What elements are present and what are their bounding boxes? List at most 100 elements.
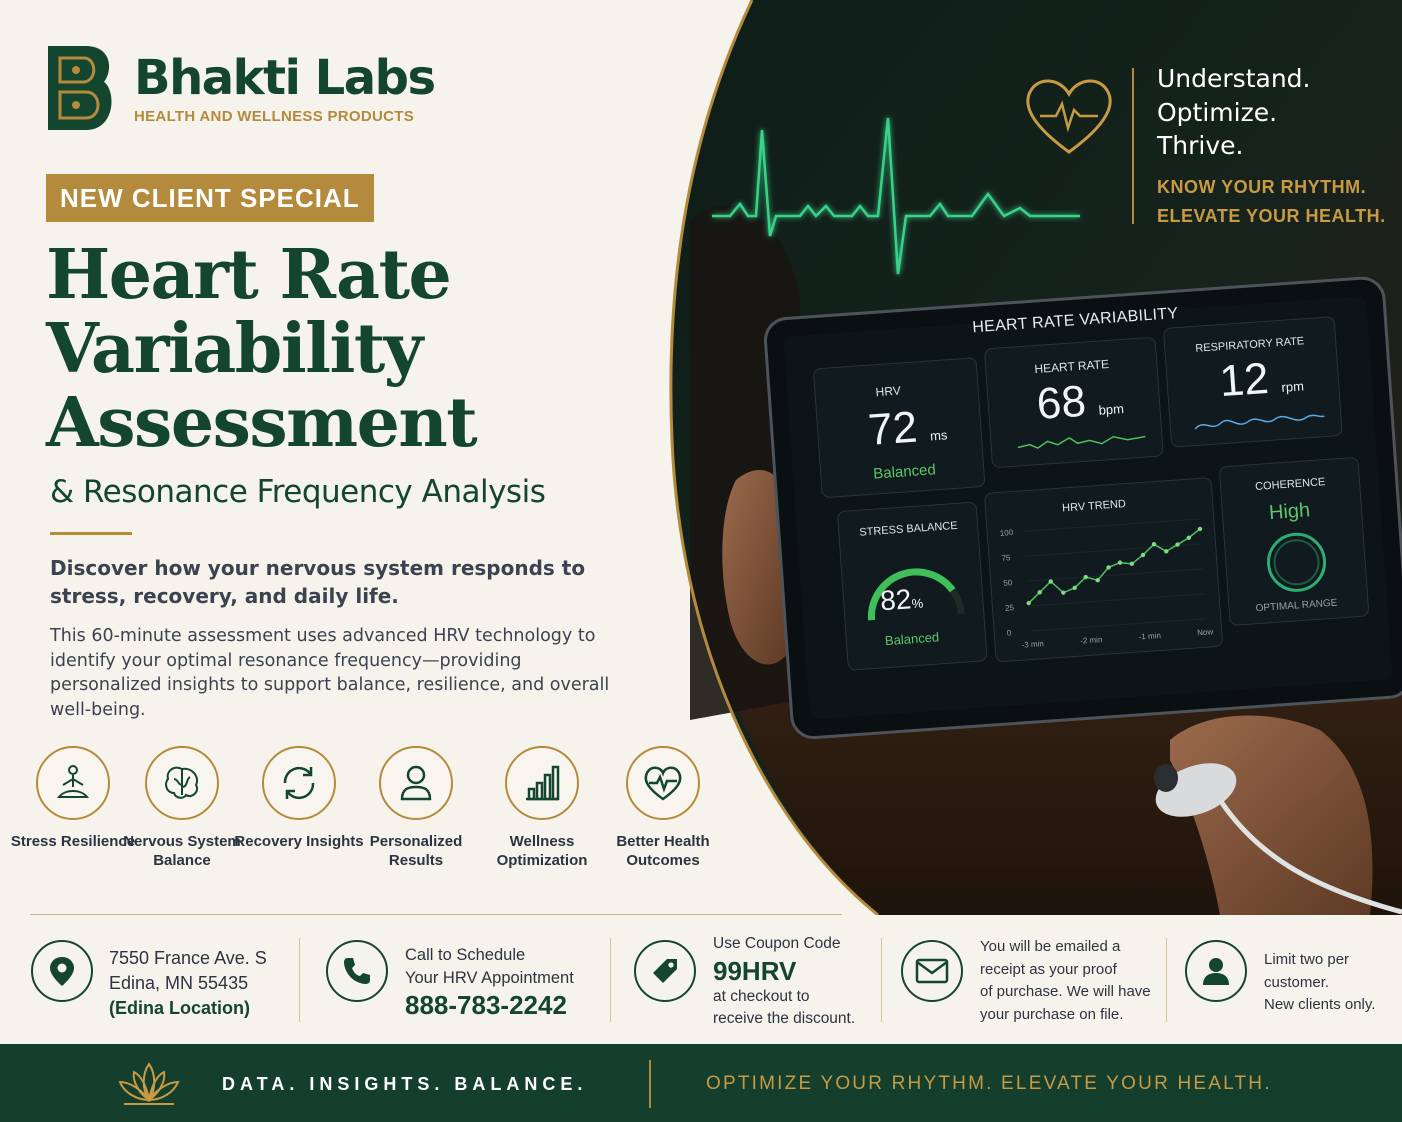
hero-tagline-gold: KNOW YOUR RHYTHM. ELEVATE YOUR HEALTH. [1157,173,1386,231]
phone-number[interactable]: 888-783-2242 [405,990,567,1020]
location-name: (Edina Location) [109,998,250,1018]
info-divider [881,938,882,1022]
address-block: 7550 France Ave. S Edina, MN 55435 (Edin… [109,946,267,1021]
resp-rate-value: 12 rpm [1218,351,1305,407]
trend-point [1129,561,1135,566]
receipt-line: your purchase on file. [980,1005,1124,1023]
limit-line: customer. [1264,973,1330,991]
coherence-ring [1267,532,1327,592]
coherence-value: High [1268,499,1311,525]
stress-status: Balanced [884,629,940,649]
brain-icon [145,746,219,820]
hrv-label: HRV [875,383,902,400]
footer-slogan: DATA. INSIGHTS. BALANCE. [222,1074,588,1094]
trend-point [1140,552,1146,558]
trend-point [1037,590,1042,595]
feature-stress-resilience: Stress Resilience [3,746,143,851]
lead-text: Discover how your nervous system respond… [50,556,586,608]
feature-label: Personalized Results [369,833,463,869]
resp-waveform [1194,414,1325,430]
call-block: Call to Schedule Your HRV Appointment 88… [405,944,574,1021]
heart-rate-value: 68 bpm [1035,374,1125,430]
receipt-line: You will be emailed a [980,938,1121,955]
x-tick-label: -1 min [1138,631,1161,642]
page-subtitle: & Resonance Frequency Analysis [50,474,546,510]
y-tick-label: 100 [999,528,1013,538]
feature-wellness: Wellness Optimization [472,746,612,870]
hrv-trend-label: HRV TREND [1061,498,1127,515]
hero-tagline: Understand. Optimize. Thrive. [1157,62,1310,163]
gold-divider [50,532,132,535]
feature-label: Recovery Insights [234,833,364,850]
info-divider [299,938,300,1022]
feature-label: Wellness Optimization [496,833,588,869]
heart-rate-card: HEART RATE 68 bpm [983,336,1164,469]
hrv-status: Balanced [872,461,937,483]
trend-point [1095,578,1100,583]
tagline-line: Thrive. [1157,131,1244,160]
title-line: Heart Rate [46,235,452,315]
user-icon [1185,940,1247,1002]
brand: Bhakti Labs HEALTH AND WELLNESS PRODUCTS [46,44,436,132]
y-tick-label: 50 [1003,578,1013,588]
grid-line [1023,518,1200,532]
trend-point [1164,549,1169,554]
bar-chart-icon [505,746,579,820]
x-tick-label: Now [1197,627,1214,637]
title-line: Variability [46,309,423,389]
brand-name: Bhakti Labs [134,49,436,106]
grid-line [1027,568,1203,582]
promo-badge: NEW CLIENT SPECIAL [46,174,374,222]
tagline-divider [1132,68,1134,224]
tablet-title: HEART RATE VARIABILITY [971,304,1179,337]
stress-gauge [867,568,965,621]
trend-point [1151,542,1157,547]
limit-line: New clients only. [1264,996,1376,1013]
limit-line: Limit two per [1264,951,1350,968]
hrv-unit: ms [929,427,948,444]
stress-unit: % [911,595,924,612]
location-icon [31,940,93,1002]
body-text: This 60-minute assessment uses advanced … [50,626,610,720]
stress-number: 82 [879,583,913,617]
y-tick-label: 75 [1001,553,1011,563]
feature-recovery: Recovery Insights [229,746,369,851]
phone-icon[interactable] [326,940,388,1002]
tagline-gold-line: KNOW YOUR RHYTHM. [1157,177,1367,197]
tagline-line: Optimize. [1157,97,1278,127]
trend-point [1117,560,1123,565]
grid-line [1028,593,1205,607]
coupon-code[interactable]: 99HRV [713,955,797,986]
y-tick-label: 25 [1005,603,1015,613]
trend-point [1026,600,1031,606]
refresh-icon [262,746,336,820]
person-icon [379,746,453,820]
trend-point [1083,574,1088,580]
grid-line [1030,618,1207,632]
feature-label: Stress Resilience [10,833,136,850]
hrv-trend-chart: 100 75 50 25 0 -3 min -2 min -1 min Now [999,518,1214,650]
heart-rate-waveform [1017,435,1146,449]
brand-tagline: HEALTH AND WELLNESS PRODUCTS [134,107,415,125]
info-divider [1166,938,1167,1022]
heart-rate-unit: bpm [1098,400,1125,418]
coupon-line: receive the discount. [713,1010,856,1027]
receipt-line: receipt as your proof [980,960,1117,978]
address-line: Edina, MN 55435 [109,973,249,993]
title-line: Assessment [46,383,478,463]
stress-card: STRESS BALANCE 82% Balanced [836,501,988,671]
call-line: Call to Schedule [405,946,526,964]
coupon-line: Use Coupon Code [713,935,841,952]
lotus-icon [118,1062,180,1105]
coupon-block: Use Coupon Code 99HRV at checkout to rec… [713,933,855,1031]
tag-icon [634,940,696,1002]
call-line: Your HRV Appointment [405,968,574,987]
limit-block: Limit two per customer. New clients only… [1264,949,1375,1017]
tagline-line: Understand. [1157,64,1311,93]
trend-point [1061,590,1066,595]
resp-rate-unit: rpm [1280,378,1305,395]
address-line: 7550 France Ave. S [109,948,267,968]
coupon-line: at checkout to [713,987,810,1005]
trend-line [1028,528,1201,604]
hrv-trend-card: HRV TREND 100 75 50 25 0 -3 min -2 min -1 min No… [983,477,1224,663]
